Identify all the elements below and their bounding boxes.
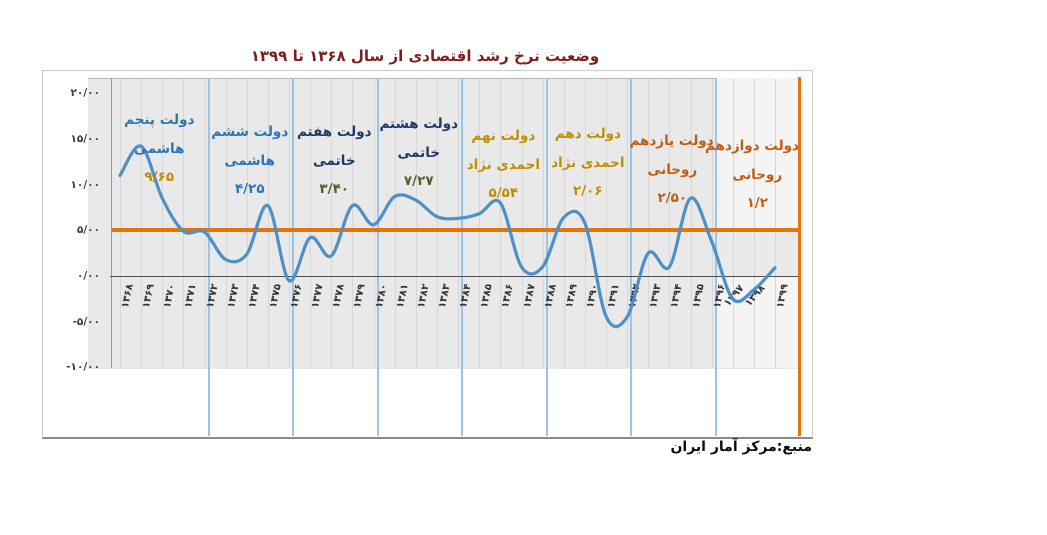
government-name: دولت پنجم xyxy=(124,112,195,128)
government-label-block: دولت دوازدهم روحانی ۱/۲ xyxy=(704,132,799,217)
government-average: ۳/۴۰ xyxy=(319,181,350,197)
government-name: دولت دهم xyxy=(554,126,621,142)
government-label-block: دولت پنجم هاشمی ۹/۶۵ xyxy=(112,106,207,191)
government-name: هاشمی xyxy=(224,153,275,169)
government-average: ۹/۶۵ xyxy=(144,169,175,185)
government-average: ۱/۲ xyxy=(746,195,768,211)
y-tick-label: ۱۰/۰۰ xyxy=(70,178,100,191)
government-label-block: دولت هشتم خاتمی ۷/۲۷ xyxy=(378,110,461,195)
government-label-block: دولت دهم احمدی نژاد ۲/۰۶ xyxy=(547,120,630,205)
source-text: منبع:مرکز آمار ایران xyxy=(670,439,812,455)
government-name: دولت نهم xyxy=(471,128,536,144)
y-tick-label: ۱۵/۰۰ xyxy=(70,132,100,145)
government-average: ۴/۲۵ xyxy=(234,181,265,197)
government-name: دولت یازدهم xyxy=(629,133,714,149)
government-label-block: دولت نهم احمدی نژاد ۵/۵۴ xyxy=(462,122,545,207)
government-average: ۲/۰۶ xyxy=(573,183,603,199)
government-name: دولت دوازدهم xyxy=(704,138,799,154)
reference-line-5-percent xyxy=(112,228,801,232)
y-tick-label: ۵/۰۰ xyxy=(76,224,100,237)
government-average: ۷/۲۷ xyxy=(403,173,434,189)
government-name: خاتمی xyxy=(397,145,441,161)
government-name: احمدی نژاد xyxy=(551,155,625,171)
government-average: ۲/۵۰ xyxy=(657,190,688,206)
zero-axis-line xyxy=(110,276,801,278)
government-name: روحانی xyxy=(732,167,783,183)
government-name: هاشمی xyxy=(134,141,185,157)
government-name: دولت هفتم xyxy=(296,124,372,140)
government-label-block: دولت هفتم خاتمی ۳/۴۰ xyxy=(293,118,376,203)
government-name: روحانی xyxy=(647,162,698,178)
y-tick-label: ۰/۰۰ xyxy=(76,270,100,282)
y-tick-label: ۲۰/۰۰ xyxy=(70,87,100,100)
y-tick-label: -۵/۰۰ xyxy=(72,315,100,328)
year-gridline xyxy=(753,79,755,368)
government-label-block: دولت یازدهم روحانی ۲/۵۰ xyxy=(629,127,714,212)
government-name: دولت ششم xyxy=(211,124,289,140)
government-name: خاتمی xyxy=(312,153,356,169)
y-axis-line xyxy=(111,78,112,368)
period-12-band-strip xyxy=(715,233,800,276)
orange-right-border xyxy=(798,77,801,436)
government-average: ۵/۵۴ xyxy=(488,185,519,201)
government-label-block: دولت ششم هاشمی ۴/۲۵ xyxy=(209,118,292,203)
government-name: دولت هشتم xyxy=(379,116,459,132)
chart-title: وضعیت نرخ رشد اقتصادی از سال ۱۳۶۸ تا ۱۳۹… xyxy=(250,47,600,65)
government-name: احمدی نژاد xyxy=(466,157,540,173)
y-tick-label: -۱۰/۰۰ xyxy=(66,361,100,374)
